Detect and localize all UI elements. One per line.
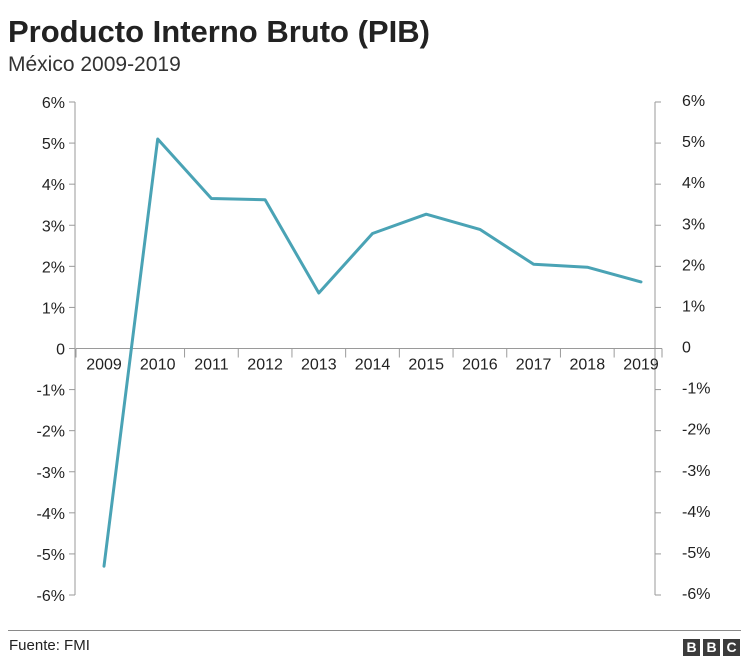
footer-divider: [8, 630, 741, 631]
logo-block-b2: B: [703, 639, 720, 656]
y-tick-label-right: -1%: [682, 381, 710, 398]
x-tick-label-2016: 2016: [462, 357, 498, 374]
y-tick-label-left: -4%: [37, 506, 65, 523]
x-tick-label-2009: 2009: [86, 357, 122, 374]
x-tick-label-2011: 2011: [194, 357, 229, 374]
y-tick-label-right: 6%: [682, 93, 705, 110]
y-tick-label-right: 3%: [682, 216, 705, 233]
source-note: Fuente: FMI: [9, 637, 90, 654]
x-tick-label-2013: 2013: [301, 357, 337, 374]
x-tick-label-2015: 2015: [408, 357, 444, 374]
y-tick-label-right: -4%: [682, 504, 710, 521]
y-tick-label-left: 1%: [42, 300, 65, 317]
y-tick-label-left: -5%: [37, 547, 65, 564]
y-tick-label-right: 2%: [682, 257, 705, 274]
y-tick-label-left: -1%: [37, 383, 65, 400]
y-tick-label-left: 3%: [42, 218, 65, 235]
y-tick-label-right: -3%: [682, 463, 710, 480]
x-tick-label-2017: 2017: [516, 357, 552, 374]
x-tick-label-2018: 2018: [570, 357, 606, 374]
y-tick-label-left: -6%: [37, 588, 65, 605]
y-tick-label-right: 1%: [682, 298, 705, 315]
line-chart: 6% 6% 5% 5% 4% 4% 3% 3% 2% 2% 1% 1% 0 0 -1% -1% -2% -2% -3…: [0, 0, 749, 630]
y-tick-label-left: 0: [56, 342, 65, 359]
y-tick-label-left: -3%: [37, 465, 65, 482]
y-tick-label-right: 0: [682, 340, 691, 357]
x-tick-label-2010: 2010: [140, 357, 176, 374]
y-tick-label-right: -2%: [682, 422, 710, 439]
logo-block-b1: B: [683, 639, 700, 656]
y-tick-label-left: 6%: [42, 95, 65, 112]
x-tick-label-2012: 2012: [247, 357, 283, 374]
y-tick-label-left: 5%: [42, 136, 65, 153]
y-tick-label-left: 4%: [42, 177, 65, 194]
x-tick-label-2014: 2014: [355, 357, 391, 374]
bbc-logo: B B C: [683, 639, 740, 656]
logo-block-c: C: [723, 639, 740, 656]
y-tick-label-right: 4%: [682, 175, 705, 192]
y-tick-label-left: 2%: [42, 259, 65, 276]
x-tick-label-2019: 2019: [623, 357, 659, 374]
y-tick-label-right: -5%: [682, 545, 710, 562]
y-tick-label-left: -2%: [37, 424, 65, 441]
y-tick-label-right: -6%: [682, 586, 710, 603]
y-tick-label-right: 5%: [682, 134, 705, 151]
